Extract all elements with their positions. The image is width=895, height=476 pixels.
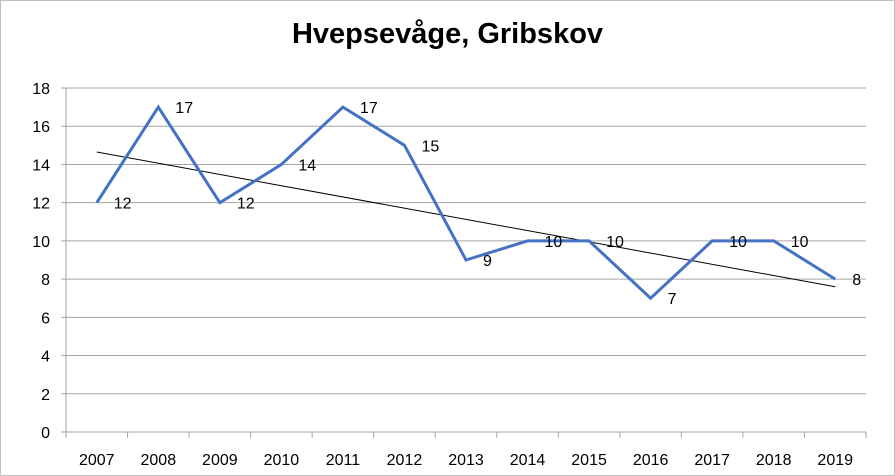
x-tick-label: 2008 (141, 452, 177, 469)
x-tick-label: 2015 (571, 452, 607, 469)
y-tick-label: 2 (41, 387, 50, 404)
x-tick-label: 2011 (326, 452, 361, 469)
x-tick-label: 2007 (79, 452, 115, 469)
axes (61, 87, 867, 438)
data-label: 17 (175, 100, 193, 117)
data-label: 10 (606, 234, 624, 251)
data-label: 15 (421, 138, 439, 155)
trendline-group (96, 151, 836, 288)
series-line (95, 104, 837, 301)
y-tick-label: 0 (41, 425, 50, 442)
chart-title: Hvepsevåge, Gribskov (291, 18, 604, 50)
data-label: 9 (483, 253, 492, 270)
x-tick-label: 2014 (510, 452, 546, 469)
data-labels: 12 17 12 14 17 15 9 10 10 7 10 10 8 (114, 100, 861, 308)
x-tick-label: 2019 (817, 452, 853, 469)
x-tick-label: 2018 (756, 452, 792, 469)
data-label: 10 (791, 234, 809, 251)
x-tick-label: 2009 (202, 452, 238, 469)
x-tick-label: 2017 (694, 452, 730, 469)
data-label: 7 (668, 291, 677, 308)
y-tick-label: 14 (32, 157, 50, 174)
data-label: 8 (852, 272, 861, 289)
y-tick-label: 8 (41, 272, 50, 289)
y-tick-label: 6 (41, 310, 50, 327)
series-group (95, 104, 837, 301)
x-tick-label: 2010 (264, 452, 300, 469)
data-label: 10 (729, 234, 747, 251)
gridlines (66, 87, 866, 395)
x-tick-label: 2013 (448, 452, 484, 469)
x-tick-label: 2012 (387, 452, 423, 469)
data-label: 17 (360, 100, 378, 117)
trendline (96, 151, 836, 288)
x-axis-tick-labels: 2007 2008 2009 2010 2011 2012 2013 2014 2015 2016… (79, 452, 853, 469)
y-tick-label: 16 (32, 119, 50, 136)
y-tick-label: 4 (41, 349, 50, 366)
x-tick-label: 2016 (633, 452, 669, 469)
data-label: 10 (545, 234, 563, 251)
data-label: 14 (298, 157, 316, 174)
y-tick-label: 10 (32, 234, 50, 251)
y-tick-label: 18 (32, 81, 50, 98)
y-tick-label: 12 (32, 196, 50, 213)
data-label: 12 (237, 196, 255, 213)
y-axis-tick-labels: 0 2 4 6 8 10 12 14 16 18 (32, 81, 50, 442)
data-label: 12 (114, 196, 132, 213)
